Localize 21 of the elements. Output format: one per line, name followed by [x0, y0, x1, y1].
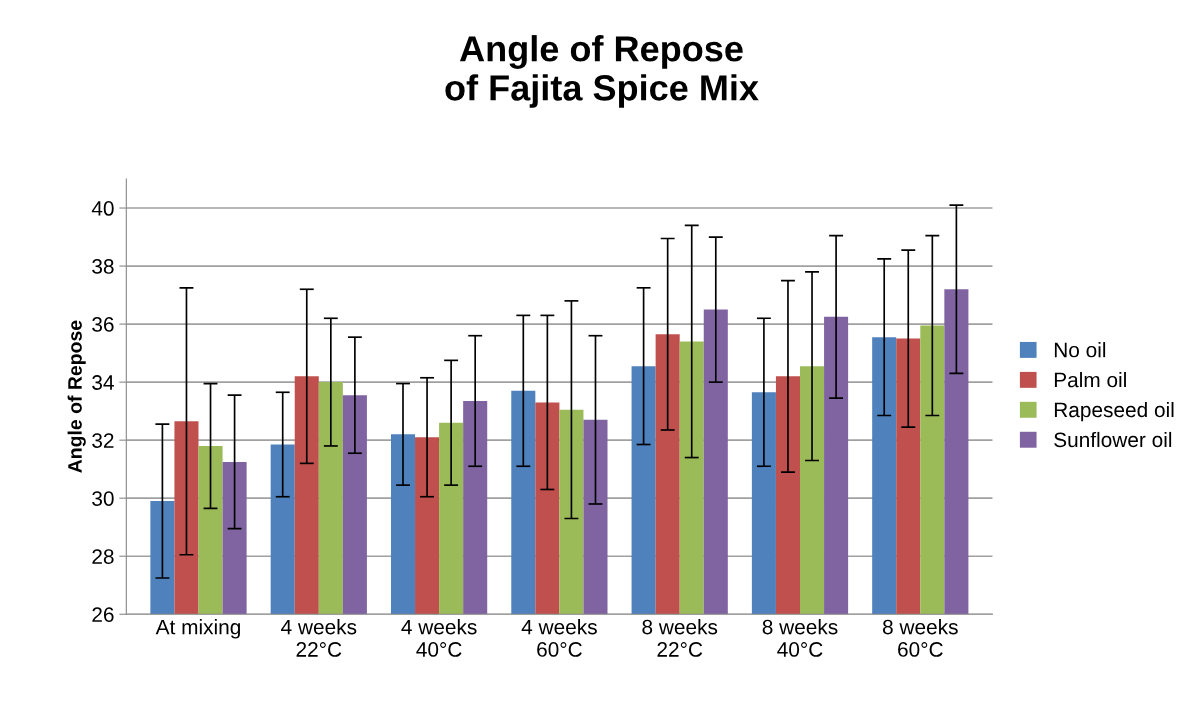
y-tick-label: 28 [92, 549, 114, 564]
chart-title: Angle of Repose of Fajita Spice Mix [445, 35, 759, 108]
x-tick-label: 8 weeks 40°C [762, 619, 838, 657]
x-tick-label: 4 weeks 60°C [521, 619, 597, 657]
y-tick-label: 40 [91, 201, 114, 216]
y-tick-label: 32 [92, 433, 114, 448]
legend-label: Sunflower oil [1054, 431, 1172, 448]
legend-label: Palm oil [1054, 372, 1126, 388]
x-tick-label: 4 weeks 40°C [401, 619, 477, 657]
y-tick-label: 30 [92, 491, 114, 506]
y-tick-label: 34 [92, 375, 114, 390]
legend-label: No oil [1054, 342, 1106, 358]
x-tick-label: 8 weeks 60°C [882, 619, 958, 657]
legend-label: Rapeseed oil [1054, 401, 1174, 422]
x-tick-label: 4 weeks 22°C [281, 619, 357, 657]
y-tick-label: 38 [92, 259, 114, 274]
x-tick-label: At mixing [155, 619, 240, 639]
y-axis-title: Angle of Repose [67, 320, 86, 473]
y-tick-label: 26 [92, 607, 114, 622]
y-tick-label: 36 [92, 317, 114, 332]
x-tick-label: 8 weeks 22°C [642, 619, 718, 657]
